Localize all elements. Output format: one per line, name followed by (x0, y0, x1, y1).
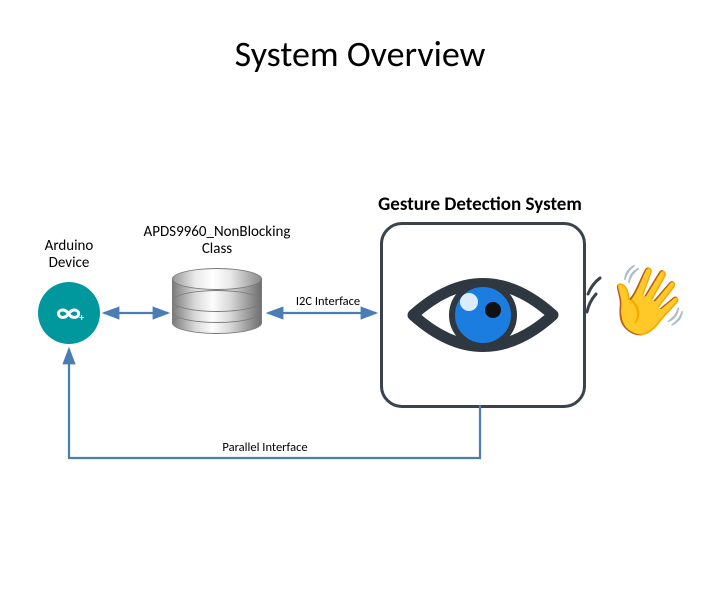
arduino-device-node: ∞ (38, 282, 100, 344)
eye-icon (403, 260, 563, 370)
arduino-infinity-icon: ∞ (56, 298, 82, 328)
arduino-label: Arduino Device (18, 238, 120, 273)
apds-class-label: APDS9960_NonBlocking Class (120, 224, 314, 259)
gesture-detection-node (380, 222, 586, 408)
apds-class-node (172, 268, 262, 323)
diagram-title: System Overview (0, 32, 720, 76)
parallel-interface-label: Parallel Interface (200, 440, 330, 455)
gesture-system-label: Gesture Detection System (362, 194, 598, 216)
i2c-interface-label: I2C Interface (288, 294, 368, 309)
waving-hand-icon: 👋 (606, 268, 691, 336)
